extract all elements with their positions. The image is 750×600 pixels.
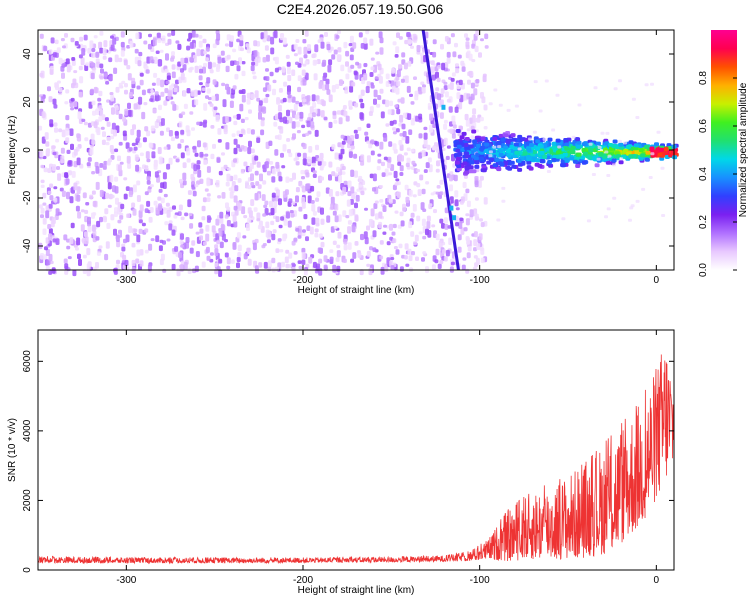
chart-title: C2E4.2026.057.19.50.G06 <box>277 1 444 17</box>
colorbar-tick-label: 0.2 <box>698 215 709 229</box>
y-tick-label: -20 <box>22 190 33 205</box>
y-tick-label: 0 <box>22 147 33 153</box>
spectrogram-y-ticks: -40 -20 0 20 40 <box>22 48 674 253</box>
x-tick-label: -300 <box>116 275 136 286</box>
y-tick-label: 6000 <box>22 350 33 373</box>
colorbar-label: Normalized spectral amplitude <box>738 82 749 217</box>
colorbar-tick-label: 0.6 <box>698 119 709 133</box>
colorbar-tick-label: 0.0 <box>698 263 709 277</box>
snr-y-label: SNR (10 * v/v) <box>7 418 18 482</box>
y-tick-label: 4000 <box>22 419 33 442</box>
colorbar-tick-label: 0.8 <box>698 71 709 85</box>
spectrogram-y-label: Frequency (Hz) <box>7 116 18 185</box>
snr-frame <box>37 329 675 571</box>
colorbar-tick-label: 0.4 <box>698 167 709 181</box>
y-tick-label: 2000 <box>22 489 33 512</box>
snr-panel: -300 -200 -100 0 0 2000 4000 6000 Height of st… <box>7 329 675 596</box>
x-tick-label: -300 <box>116 575 136 586</box>
y-tick-label: 20 <box>22 96 33 108</box>
y-tick-label: 0 <box>22 567 33 573</box>
y-tick-label: -40 <box>22 238 33 253</box>
snr-x-ticks: -300 -200 -100 0 <box>116 330 660 586</box>
snr-line <box>37 354 675 565</box>
x-tick-label: 0 <box>654 275 660 286</box>
snr-y-ticks: 0 2000 4000 6000 <box>22 350 674 573</box>
y-tick-label: 40 <box>22 48 33 60</box>
heatmap-cells <box>38 30 679 277</box>
snr-x-label: Height of straight line (km) <box>298 585 415 596</box>
x-tick-label: -100 <box>470 575 490 586</box>
x-tick-label: -100 <box>470 275 490 286</box>
x-tick-label: -200 <box>293 275 313 286</box>
snr-series <box>37 354 675 565</box>
spectrogram-x-label: Height of straight line (km) <box>298 285 415 296</box>
colorbar-gradient <box>711 30 737 270</box>
spectrogram-x-ticks: -300 -200 -100 0 <box>116 30 660 286</box>
diagonal-feature <box>421 29 460 271</box>
x-tick-label: -200 <box>293 575 313 586</box>
x-tick-label: 0 <box>654 575 660 586</box>
colorbar: 0.0 0.2 0.4 0.6 0.8 Normalized spectral ampl… <box>698 30 749 277</box>
colorbar-ticks: 0.0 0.2 0.4 0.6 0.8 <box>698 71 737 277</box>
